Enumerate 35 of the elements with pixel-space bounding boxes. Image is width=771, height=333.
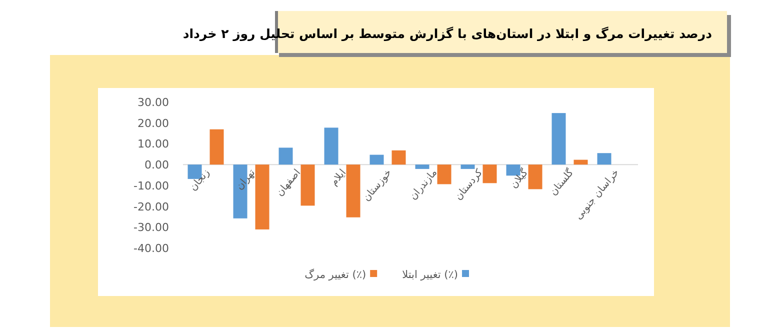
x-tick-label: اصفهان	[274, 167, 304, 198]
bar	[324, 128, 338, 165]
y-tick-label: 0.00	[144, 158, 169, 172]
x-tick-label: ایلام	[328, 167, 349, 188]
bar	[528, 164, 542, 190]
bar	[597, 153, 612, 165]
legend-label: تغییر مرگ (٪)	[304, 268, 366, 281]
bar	[437, 164, 452, 184]
bar	[482, 164, 497, 184]
x-tick-label: مازندران	[408, 167, 440, 202]
bar	[574, 160, 588, 165]
x-tick-label: زنجان	[188, 167, 212, 194]
y-tick-label: -20.00	[134, 200, 169, 214]
bar	[300, 164, 315, 206]
x-tick-label: کردستان	[453, 167, 486, 202]
bar	[415, 164, 430, 169]
y-tick-label: -10.00	[134, 179, 169, 192]
legend-label: تغییر ابتلا (٪)	[402, 269, 458, 281]
bar	[210, 129, 224, 165]
chart-title: درصد تغییرات مرگ و ابتلا در استان‌های با گزارش متوسط بر اساس تحلیل روز ۲ خرداد	[182, 26, 712, 42]
x-tick-label: گیلان	[508, 166, 531, 191]
bar	[392, 150, 406, 165]
x-tick-label: خوزستان	[361, 167, 394, 204]
y-tick-label: 10.00	[138, 138, 169, 151]
bar	[552, 113, 566, 165]
y-tick-label: 30.00	[138, 96, 169, 109]
y-tick-label: -30.00	[134, 221, 169, 234]
y-tick-label: 20.00	[138, 116, 169, 130]
bar	[278, 148, 293, 165]
bar	[255, 164, 270, 230]
bar	[370, 154, 384, 165]
bar	[460, 164, 475, 169]
bar	[346, 164, 360, 218]
y-tick-label: -40.00	[134, 242, 169, 255]
x-tick-label: تهران	[234, 167, 258, 192]
